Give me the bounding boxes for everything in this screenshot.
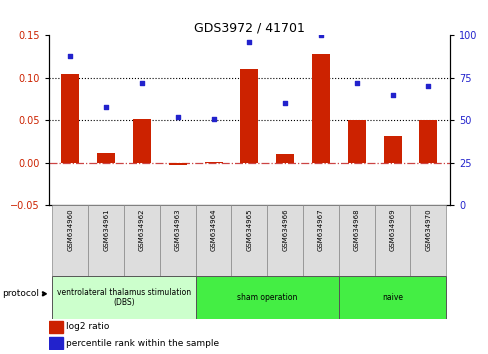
Bar <box>311 54 329 163</box>
Point <box>316 33 324 38</box>
Bar <box>204 162 222 163</box>
Point <box>66 53 74 59</box>
Text: GSM634961: GSM634961 <box>103 209 109 251</box>
Bar <box>61 74 79 163</box>
Bar <box>133 119 151 163</box>
Point <box>245 39 253 45</box>
Bar <box>303 205 338 276</box>
Text: naive: naive <box>381 293 402 302</box>
Bar <box>195 205 231 276</box>
Text: sham operation: sham operation <box>237 293 297 302</box>
Bar <box>267 205 303 276</box>
Text: GSM634968: GSM634968 <box>353 209 359 251</box>
Text: GSM634964: GSM634964 <box>210 209 216 251</box>
Bar <box>409 205 446 276</box>
Bar <box>338 276 446 319</box>
Bar <box>160 205 195 276</box>
Point <box>388 92 396 98</box>
Bar <box>240 69 258 163</box>
Bar <box>383 136 401 163</box>
Point <box>174 114 182 120</box>
Text: GSM634963: GSM634963 <box>174 209 181 251</box>
Bar <box>52 276 195 319</box>
Point <box>281 101 288 106</box>
Bar <box>124 205 160 276</box>
Text: ventrolateral thalamus stimulation
(DBS): ventrolateral thalamus stimulation (DBS) <box>57 288 191 307</box>
Text: GSM634960: GSM634960 <box>67 209 73 251</box>
Point <box>424 84 431 89</box>
Bar <box>88 205 124 276</box>
Bar <box>168 163 186 165</box>
Bar <box>195 276 338 319</box>
Point <box>138 80 145 86</box>
Text: GSM634966: GSM634966 <box>282 209 287 251</box>
Bar <box>276 154 294 163</box>
Bar <box>97 154 115 163</box>
Bar <box>52 205 88 276</box>
Bar <box>347 120 365 163</box>
Bar <box>49 337 63 349</box>
Text: log2 ratio: log2 ratio <box>65 322 109 331</box>
Text: GSM634967: GSM634967 <box>317 209 324 251</box>
Text: GSM634965: GSM634965 <box>246 209 252 251</box>
Text: GSM634962: GSM634962 <box>139 209 144 251</box>
Bar <box>338 205 374 276</box>
Text: GSM634970: GSM634970 <box>425 209 430 251</box>
Bar <box>231 205 267 276</box>
Point <box>352 80 360 86</box>
Title: GDS3972 / 41701: GDS3972 / 41701 <box>194 21 304 34</box>
Bar <box>49 321 63 333</box>
Point <box>102 104 110 110</box>
Text: percentile rank within the sample: percentile rank within the sample <box>65 339 219 348</box>
Point <box>209 116 217 121</box>
Text: protocol: protocol <box>2 289 39 298</box>
Bar <box>419 120 436 163</box>
Text: GSM634969: GSM634969 <box>389 209 395 251</box>
Bar <box>374 205 409 276</box>
